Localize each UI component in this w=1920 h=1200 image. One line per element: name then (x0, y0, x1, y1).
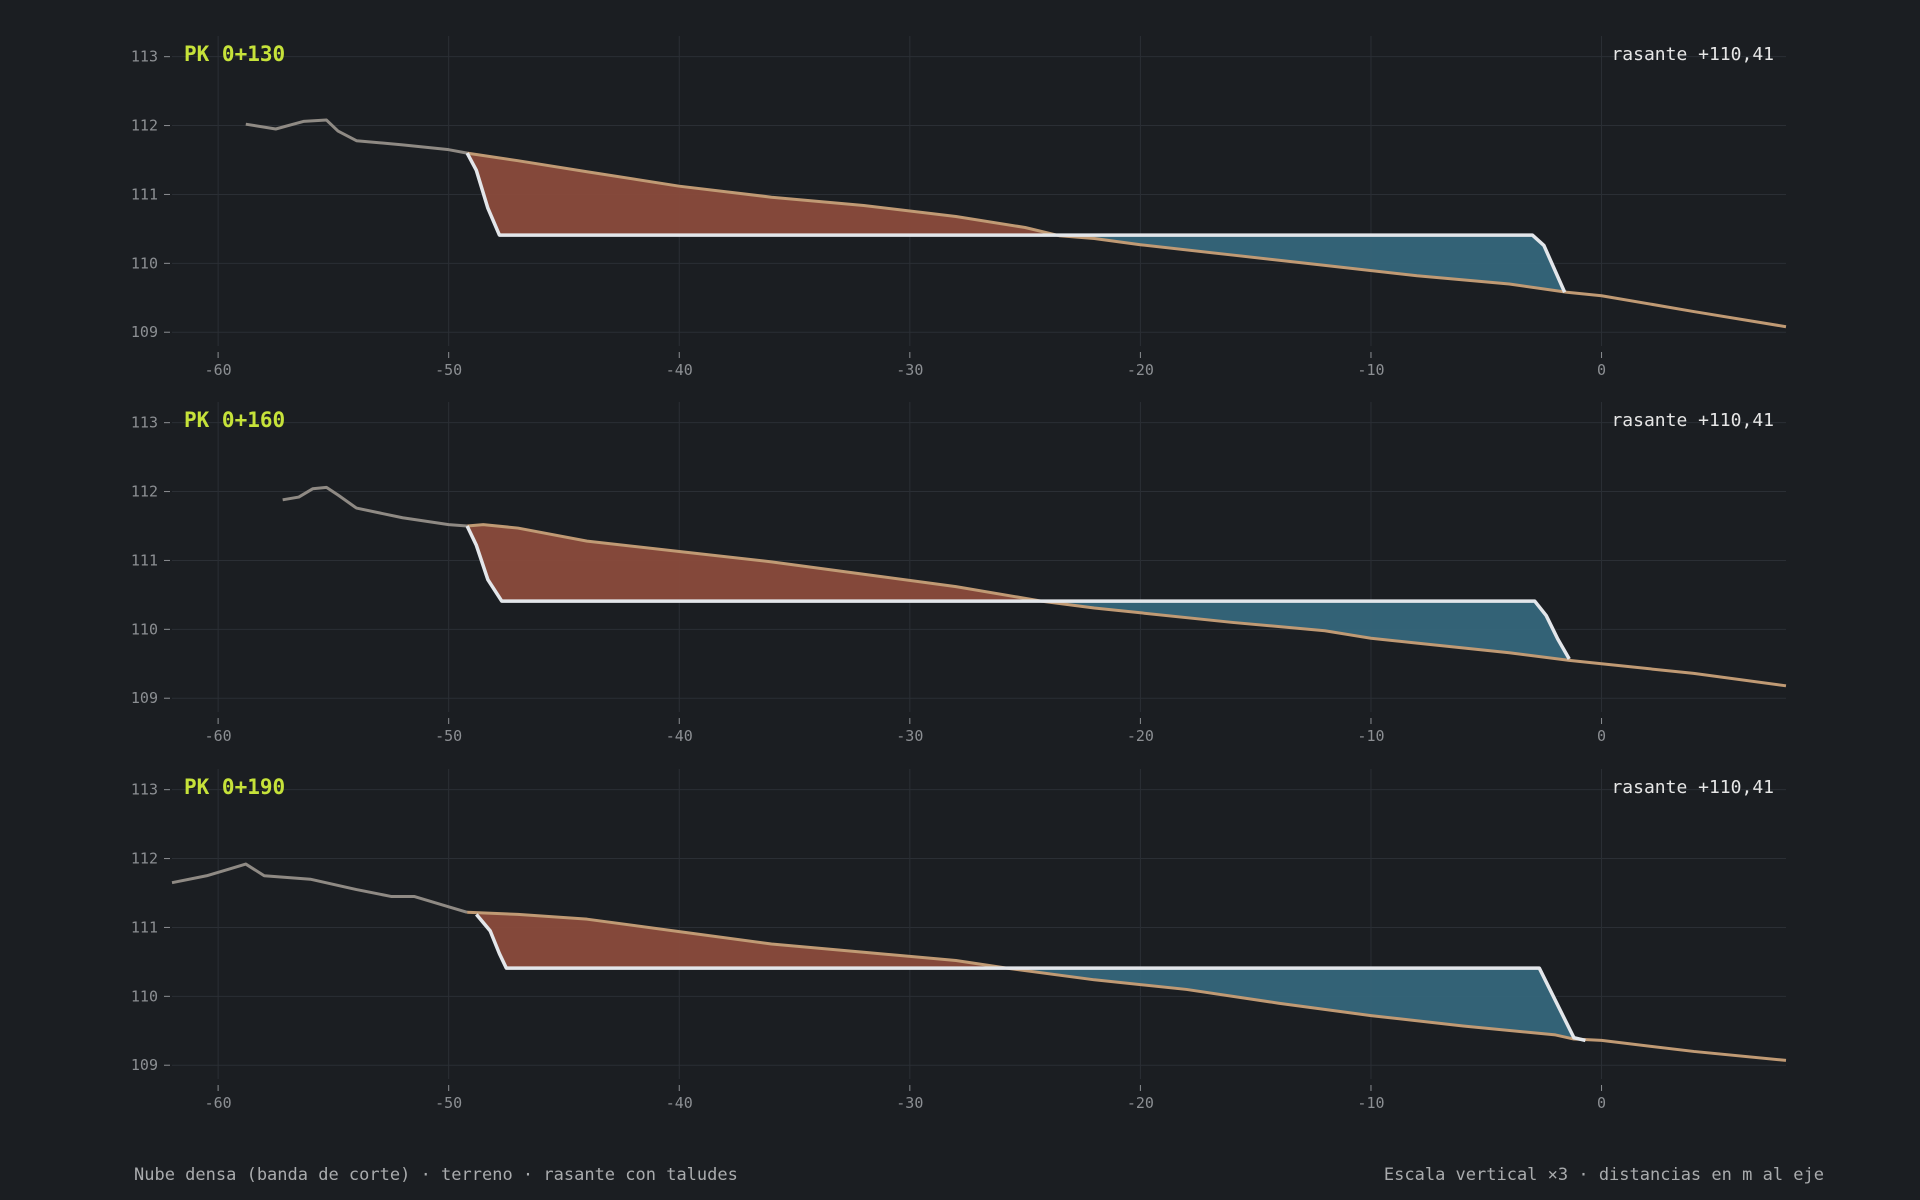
terrain-line-outer (171, 862, 468, 914)
section-pk-label: PK 0+190 (184, 775, 285, 799)
section-panel: 109 110 111 112 113 -60 -50 -40 -30 -20 -10 0 PK 0+1… (131, 36, 1787, 379)
terrain-line (467, 523, 1787, 688)
x-tick-label: -10 (1357, 361, 1384, 379)
y-tick-label: 110 (131, 987, 158, 1005)
design-line (465, 525, 1571, 660)
x-tick-label: -60 (205, 361, 232, 379)
x-tick-label: -40 (666, 727, 693, 745)
terrain-line (466, 151, 1787, 329)
x-tick-label: -60 (205, 1094, 232, 1112)
design-line (475, 913, 1586, 1043)
section-panel: 109 110 111 112 113 -60 -50 -40 -30 -20 -10 0 PK 0+1… (131, 402, 1787, 745)
design-line (465, 152, 1567, 293)
y-tick-label: 110 (131, 620, 158, 638)
terrain-line-outer (282, 485, 468, 528)
x-tick-label: -50 (435, 727, 462, 745)
terrain-line-outer (245, 118, 468, 155)
x-tick-label: -60 (205, 727, 232, 745)
x-tick-label: -50 (435, 361, 462, 379)
footer-legend-note: Nube densa (banda de corte) · terreno · … (134, 1165, 738, 1185)
cut-area (467, 524, 1042, 602)
grade-annotation: rasante +110,41 (1611, 410, 1774, 431)
y-tick-label: 111 (131, 918, 158, 936)
y-tick-label: 113 (131, 414, 158, 432)
x-tick-label: -20 (1127, 1094, 1154, 1112)
y-tick-label: 109 (131, 1056, 158, 1074)
x-tick-label: -20 (1127, 727, 1154, 745)
x-tick-label: -30 (896, 727, 923, 745)
y-tick-label: 113 (131, 48, 158, 66)
y-tick-label: 112 (131, 117, 158, 135)
y-tick-label: 109 (131, 323, 158, 341)
y-tick-label: 113 (131, 781, 158, 799)
x-tick-label: -10 (1357, 727, 1384, 745)
cut-area (467, 153, 1057, 236)
y-tick-label: 109 (131, 689, 158, 707)
y-tick-label: 111 (131, 551, 158, 569)
x-tick-label: -40 (666, 1094, 693, 1112)
grade-annotation: rasante +110,41 (1611, 44, 1774, 65)
section-pk-label: PK 0+160 (184, 408, 285, 432)
x-tick-label: -30 (896, 1094, 923, 1112)
x-tick-label: -30 (896, 361, 923, 379)
x-tick-label: -40 (666, 361, 693, 379)
y-tick-label: 111 (131, 185, 158, 203)
x-tick-label: -10 (1357, 1094, 1384, 1112)
y-tick-label: 110 (131, 254, 158, 272)
footer-scale-note: Escala vertical ×3 · distancias en m al … (1383, 1165, 1824, 1185)
y-tick-label: 112 (131, 483, 158, 501)
x-tick-label: -20 (1127, 361, 1154, 379)
x-tick-label: -50 (435, 1094, 462, 1112)
section-panel: 109 110 111 112 113 -60 -50 -40 -30 -20 -10 0 PK 0+1… (131, 769, 1787, 1112)
x-tick-label: 0 (1597, 361, 1606, 379)
x-tick-label: 0 (1597, 1094, 1606, 1112)
grade-annotation: rasante +110,41 (1611, 777, 1774, 798)
section-pk-label: PK 0+130 (184, 42, 285, 66)
x-tick-label: 0 (1597, 727, 1606, 745)
y-tick-label: 112 (131, 850, 158, 868)
